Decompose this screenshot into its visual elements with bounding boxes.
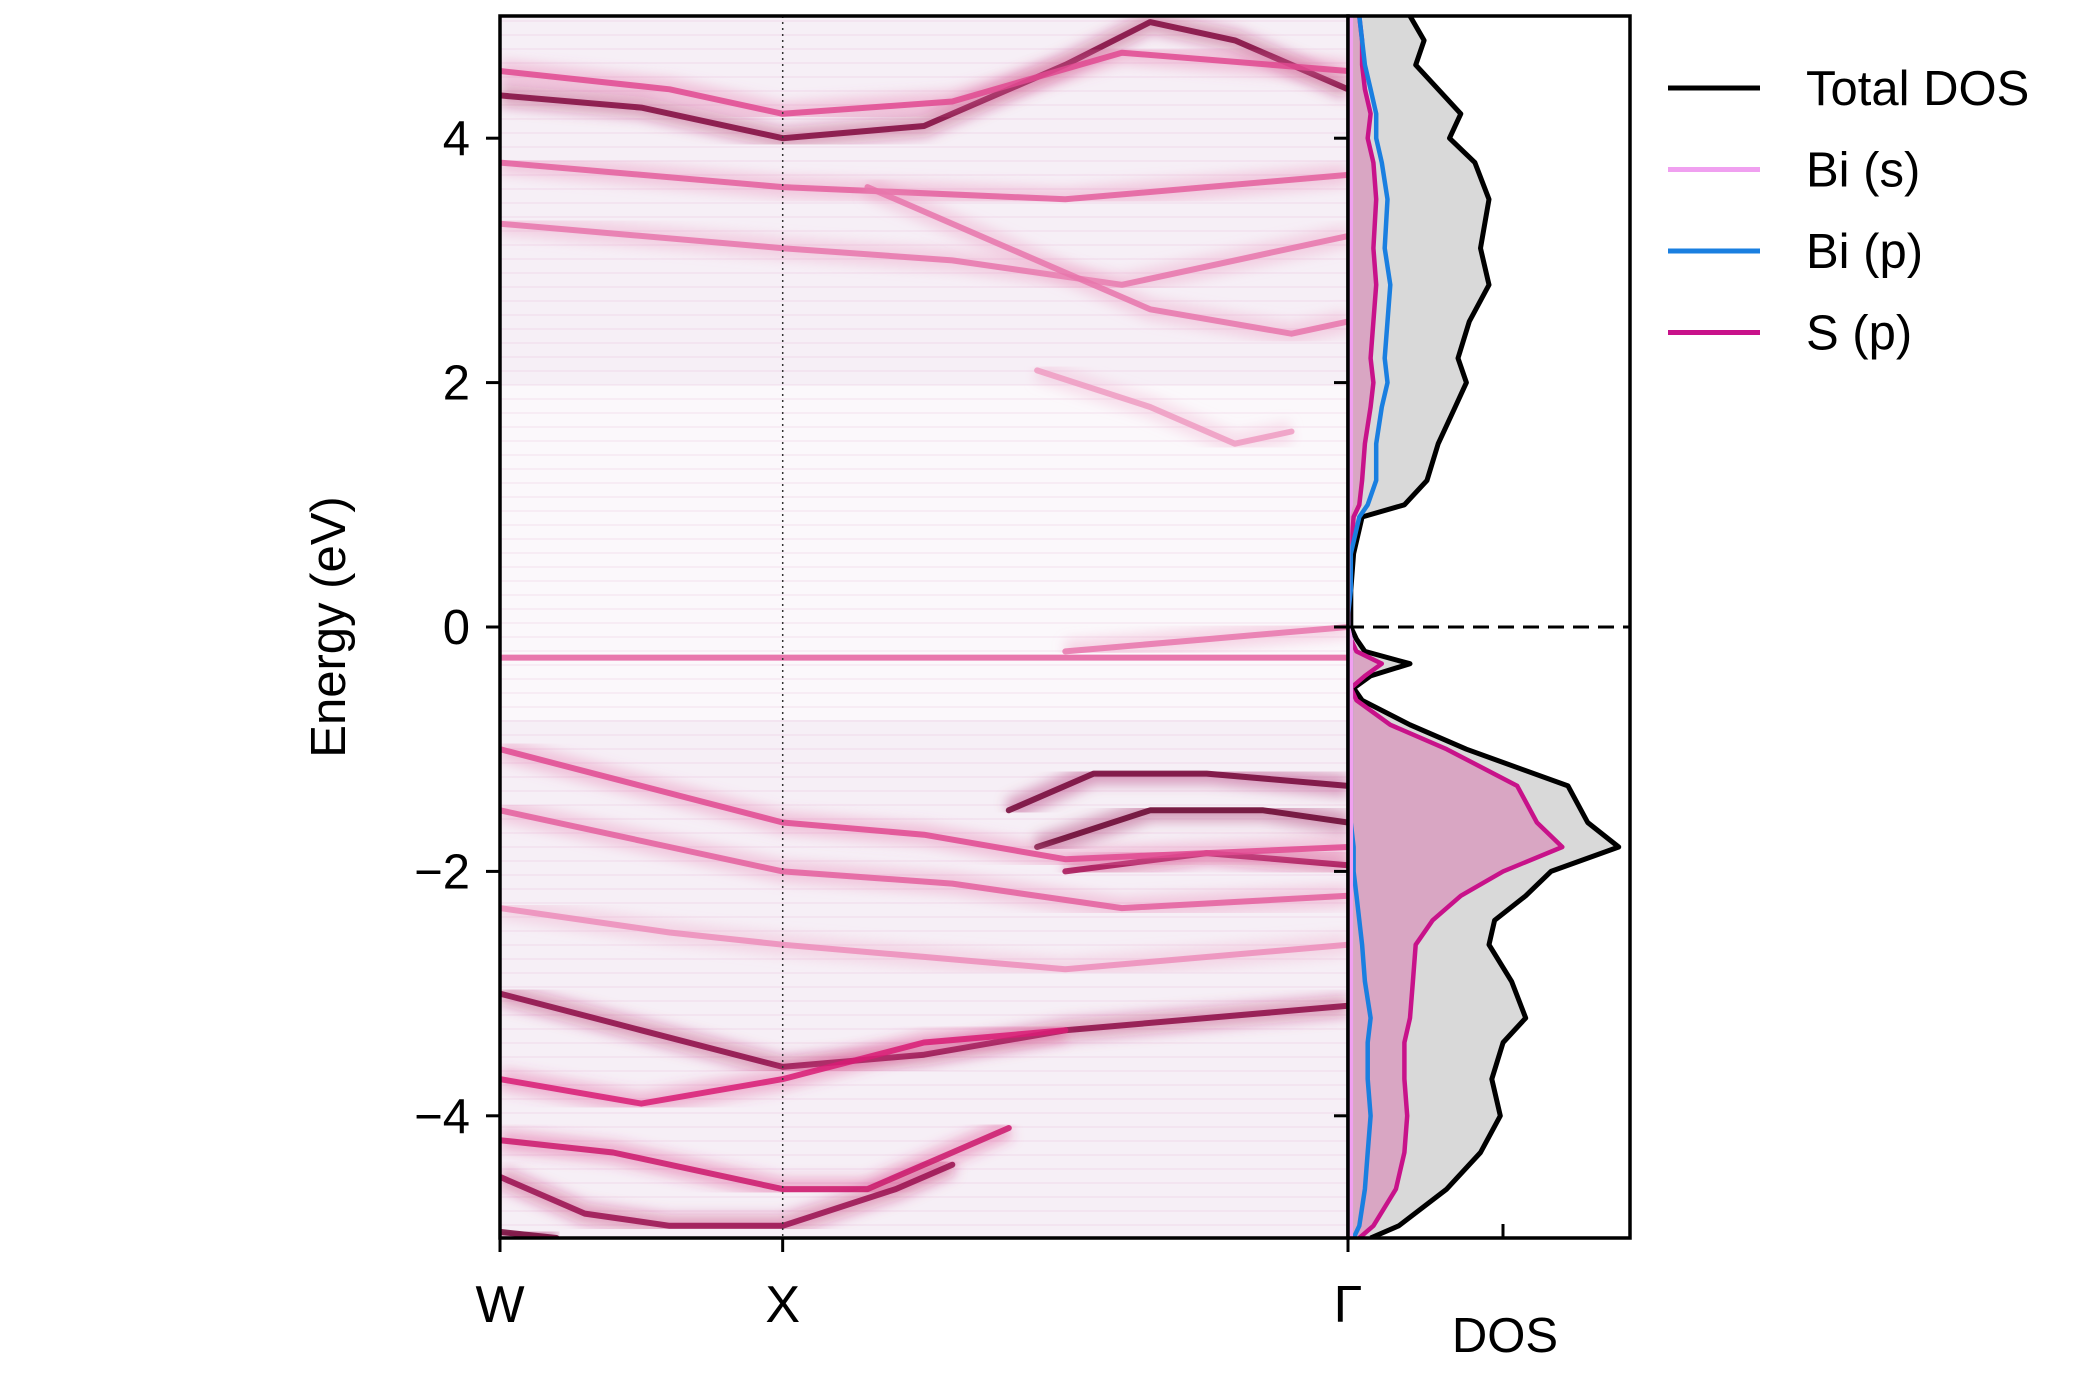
band-line-vb_top <box>1062 624 1348 655</box>
band-line-vb_hot_1 <box>1005 770 1348 814</box>
band-line-vb_a <box>500 746 1348 863</box>
dos-line-total-dos <box>1348 16 1622 1238</box>
kpoint-label: Γ <box>1334 1276 1363 1334</box>
band-line-vb_g <box>500 1161 956 1229</box>
legend-label: Bi (s) <box>1806 144 1920 198</box>
dos-frame <box>1346 14 1632 1240</box>
energy-tick-label: −2 <box>414 845 470 899</box>
band-line-vb_f <box>500 1125 1012 1193</box>
band-lines <box>500 16 1348 1238</box>
kpoint-label: W <box>475 1276 524 1334</box>
energy-axis-ticks: −4 −2 0 2 4 <box>414 112 1348 1144</box>
energy-axis-label: Energy (eV) <box>302 496 356 757</box>
band-line-cb_4 <box>500 220 1348 288</box>
legend-label: Bi (p) <box>1806 225 1923 279</box>
legend-label: Total DOS <box>1806 62 2029 116</box>
dos-panel: DOS <box>1346 14 1632 1363</box>
band-line-cb_6 <box>1034 367 1295 447</box>
legend: Total DOS Bi (s) Bi (p) S (p) <box>1668 62 2029 361</box>
band-line-cb_5 <box>864 184 1348 337</box>
band-line-cb_3 <box>500 159 1348 203</box>
dos-line-bi-s <box>1348 16 1354 1238</box>
energy-tick-label: 4 <box>443 112 470 166</box>
energy-tick-label: 0 <box>443 601 470 655</box>
band-line-vb_d <box>500 990 1348 1070</box>
band-line-vb_b <box>500 807 1348 912</box>
band-line-vb_hot_2 <box>1034 807 1348 850</box>
energy-tick-label: 2 <box>443 357 470 411</box>
kpoint-label: X <box>765 1276 800 1334</box>
dos-curves <box>1348 16 1622 1238</box>
energy-tick-label: −4 <box>414 1090 470 1144</box>
dos-fill-s-p- <box>1348 16 1563 1238</box>
band-line-cb_2 <box>500 49 1348 117</box>
band-structure-panel: −4 −2 0 2 4 W X Γ Energy (eV) <box>302 14 1362 1334</box>
dos-axis-label: DOS <box>1452 1309 1558 1363</box>
legend-label: S (p) <box>1806 307 1912 361</box>
dos-line-s-p <box>1348 16 1565 1238</box>
band-line-vb_c <box>500 905 1348 973</box>
